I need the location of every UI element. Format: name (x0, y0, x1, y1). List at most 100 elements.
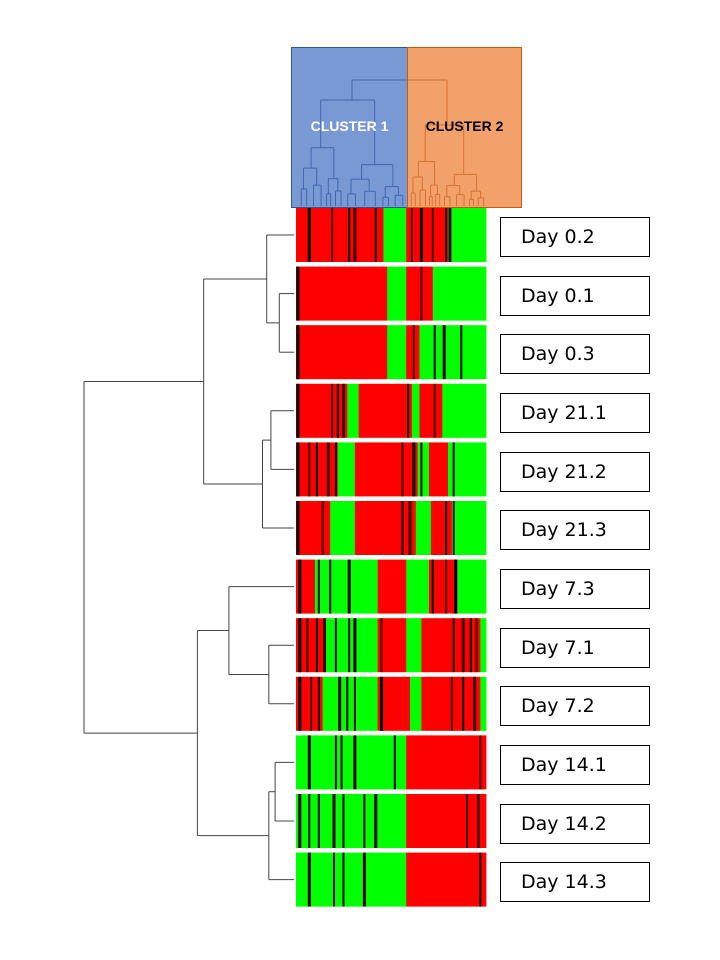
heatmap-mark (475, 618, 478, 673)
heatmap-segment (442, 383, 487, 438)
heatmap-segment (296, 735, 407, 790)
heatmap-mark (317, 794, 320, 848)
heatmap-row (296, 442, 487, 497)
heatmap-segment (383, 208, 407, 262)
heatmap-mark (401, 501, 404, 555)
heatmap-mark (332, 794, 336, 848)
heatmap-segment (354, 501, 417, 555)
row-label: Day 0.1 (500, 276, 650, 316)
heatmap-segment (324, 618, 379, 673)
heatmap-row (296, 852, 487, 907)
heatmap-mark (342, 794, 345, 848)
cluster-2-label: CLUSTER 2 (425, 118, 504, 134)
heatmap-mark (412, 325, 415, 380)
heatmap-mark (334, 442, 337, 497)
heatmap-mark (420, 266, 423, 321)
heatmap-mark (306, 618, 309, 673)
row-label: Day 7.1 (500, 628, 650, 668)
heatmap-mark (461, 618, 465, 673)
row-label: Day 14.1 (500, 745, 650, 785)
heatmap-segment (419, 383, 443, 438)
heatmap-row (296, 618, 487, 673)
heatmap-segment (330, 501, 356, 555)
heatmap-segment (421, 618, 481, 673)
heatmap-mark (296, 442, 300, 497)
heatmap-mark (296, 325, 300, 380)
row-label: Day 0.3 (500, 334, 650, 374)
heatmap-mark (336, 383, 339, 438)
heatmap-mark (347, 559, 351, 614)
heatmap-mark (296, 501, 300, 555)
heatmap-mark (412, 442, 416, 497)
heatmap-row (296, 735, 487, 790)
heatmap-mark (452, 501, 455, 555)
heatmap-mark (340, 735, 343, 790)
heatmap-mark (419, 208, 423, 262)
heatmap-segment (296, 501, 331, 555)
heatmap-segment (296, 325, 388, 380)
heatmap-segment (377, 618, 407, 673)
cluster-2-box: CLUSTER 2 (407, 47, 522, 208)
heatmap-segment (419, 325, 487, 380)
heatmap-mark (460, 325, 463, 380)
heatmap-mark (431, 559, 434, 614)
heatmap-mark (420, 442, 423, 497)
row-label: Day 14.3 (500, 862, 650, 902)
heatmap-segment (387, 325, 407, 380)
heatmap-mark (308, 442, 311, 497)
heatmap-mark (346, 676, 349, 731)
row-label: Day 0.2 (500, 217, 650, 257)
heatmap-mark (450, 676, 453, 731)
heatmap-segment (337, 442, 356, 497)
heatmap-mark (298, 794, 302, 848)
heatmap-mark (362, 852, 366, 907)
heatmap-mark (353, 208, 357, 262)
heatmap-mark (331, 208, 334, 262)
heatmap-mark (342, 852, 345, 907)
heatmap-segment (358, 383, 413, 438)
heatmap-segment (480, 676, 487, 731)
heatmap-mark (401, 442, 404, 497)
heatmap-segment (377, 559, 407, 614)
heatmap-row (296, 676, 487, 731)
row-label: Day 7.2 (500, 686, 650, 726)
heatmap-segment (417, 442, 430, 497)
heatmap-row (296, 559, 487, 614)
heatmap-mark (469, 618, 472, 673)
heatmap-mark (452, 442, 455, 497)
heatmap-segment (322, 676, 379, 731)
heatmap-segment (406, 735, 487, 790)
heatmap-mark (380, 618, 383, 673)
heatmap-mark (298, 618, 302, 673)
heatmap-segment (377, 676, 411, 731)
heatmap-segment (296, 852, 407, 907)
heatmap-mark (317, 559, 320, 614)
heatmap-segment (411, 383, 420, 438)
heatmap-mark (374, 794, 378, 848)
heatmap-row (296, 325, 487, 380)
row-dendrogram (83, 234, 294, 881)
heatmap-segment (296, 383, 348, 438)
heatmap-segment (406, 208, 449, 262)
heatmap-mark (374, 208, 377, 262)
heatmap-mark (410, 208, 413, 262)
heatmap-mark (348, 618, 351, 673)
heatmap-row (296, 501, 487, 555)
heatmap-mark (445, 501, 448, 555)
heatmap-mark (298, 676, 302, 731)
heatmap-mark (334, 735, 337, 790)
heatmap-segment (451, 501, 487, 555)
heatmap-mark (407, 383, 410, 438)
heatmap-mark (433, 325, 436, 380)
heatmap-mark (445, 559, 448, 614)
heatmap-mark (353, 735, 357, 790)
heatmap-mark (479, 735, 482, 790)
heatmap-segment (480, 618, 487, 673)
heatmap-mark (380, 676, 383, 731)
row-label: Day 21.3 (500, 510, 650, 550)
cluster-1-label: CLUSTER 1 (310, 118, 389, 134)
heatmap-mark (321, 501, 324, 555)
heatmap-mark (326, 442, 330, 497)
heatmap-mark (348, 208, 351, 262)
